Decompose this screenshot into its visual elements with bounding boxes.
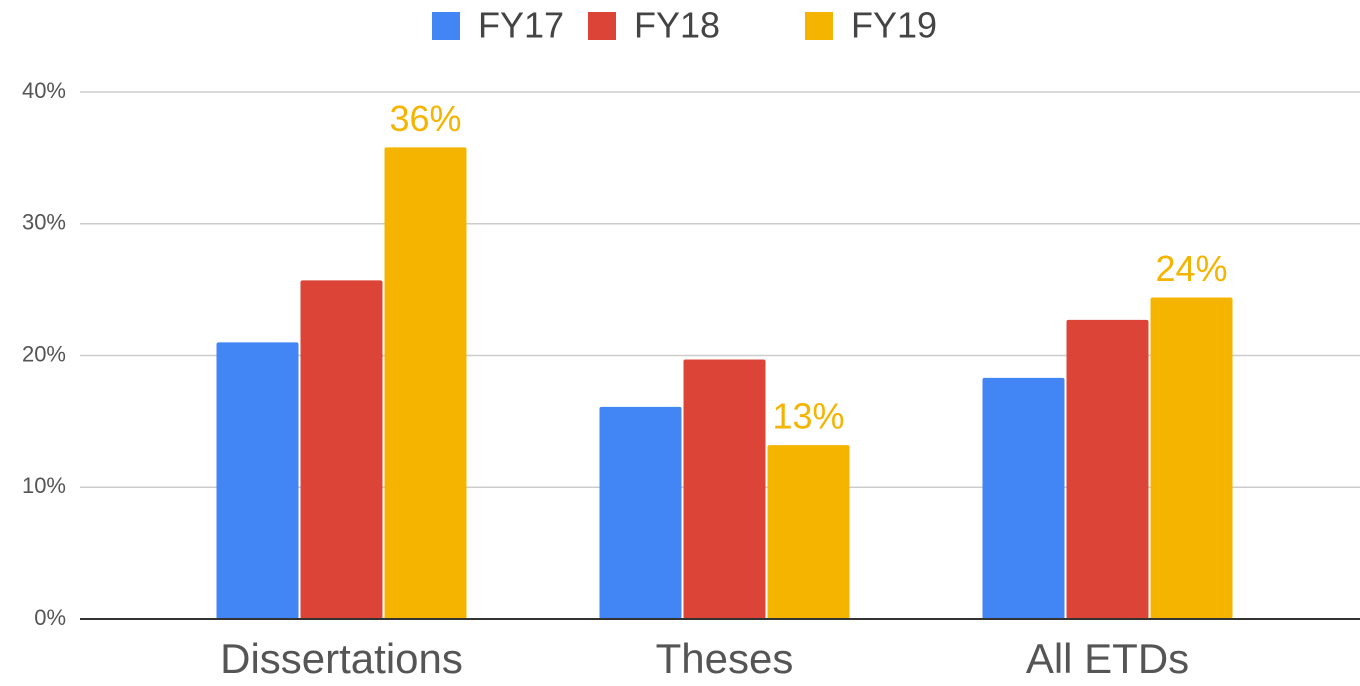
legend-label: FY17 (478, 5, 564, 46)
y-tick-label: 0% (34, 605, 66, 630)
bar (982, 377, 1065, 619)
legend-label: FY19 (851, 5, 937, 46)
legend-swatch (432, 12, 460, 40)
value-label: 24% (1155, 248, 1227, 289)
bar (216, 342, 299, 619)
y-tick-label: 20% (22, 341, 66, 366)
legend-label: FY18 (634, 5, 720, 46)
x-tick-label: Theses (656, 635, 794, 682)
bar (300, 280, 383, 619)
y-tick-label: 10% (22, 473, 66, 498)
bar (767, 445, 850, 619)
x-tick-label: All ETDs (1026, 635, 1189, 682)
bar (1066, 319, 1149, 619)
value-label: 13% (772, 396, 844, 437)
bar (599, 406, 682, 619)
value-label: 36% (389, 98, 461, 139)
x-tick-label: Dissertations (220, 635, 463, 682)
bar (1150, 297, 1233, 619)
bar (384, 147, 467, 619)
y-tick-label: 30% (22, 210, 66, 235)
legend-swatch (805, 12, 833, 40)
y-tick-label: 40% (22, 78, 66, 103)
bar (683, 359, 766, 619)
legend-swatch (588, 12, 616, 40)
